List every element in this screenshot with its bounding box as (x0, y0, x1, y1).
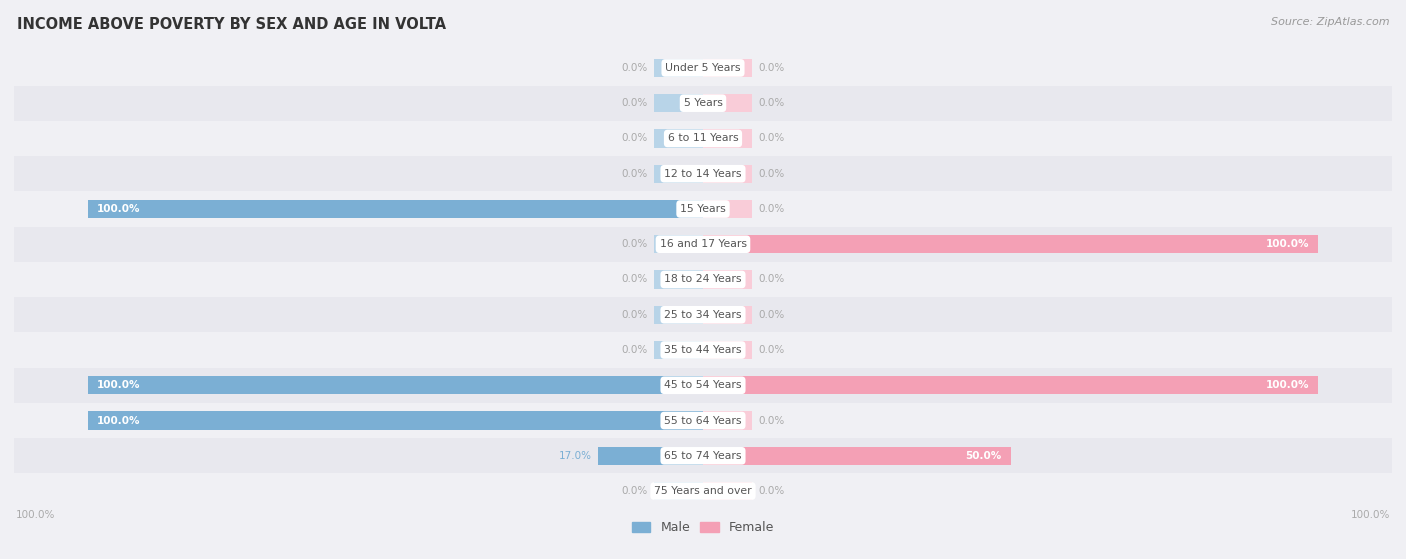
FancyBboxPatch shape (14, 297, 1392, 333)
Text: 50.0%: 50.0% (965, 451, 1001, 461)
Text: 100.0%: 100.0% (1265, 380, 1309, 390)
Bar (654, 94, 703, 112)
FancyBboxPatch shape (14, 86, 1392, 121)
Text: 5 Years: 5 Years (683, 98, 723, 108)
FancyBboxPatch shape (14, 262, 1392, 297)
Text: 100.0%: 100.0% (97, 204, 141, 214)
Text: 0.0%: 0.0% (621, 274, 648, 285)
Bar (87, 411, 703, 430)
Bar (87, 200, 703, 218)
Text: 0.0%: 0.0% (621, 63, 648, 73)
Text: 0.0%: 0.0% (758, 134, 785, 144)
Bar (599, 447, 703, 465)
FancyBboxPatch shape (14, 473, 1392, 509)
Text: 0.0%: 0.0% (758, 274, 785, 285)
Bar (703, 271, 752, 288)
Text: Under 5 Years: Under 5 Years (665, 63, 741, 73)
Bar (87, 376, 703, 395)
FancyBboxPatch shape (14, 368, 1392, 403)
Bar (703, 59, 752, 77)
Text: 0.0%: 0.0% (621, 169, 648, 179)
Text: 0.0%: 0.0% (621, 310, 648, 320)
Text: 17.0%: 17.0% (560, 451, 592, 461)
Bar (654, 271, 703, 288)
Text: 6 to 11 Years: 6 to 11 Years (668, 134, 738, 144)
Bar (703, 164, 752, 183)
FancyBboxPatch shape (14, 403, 1392, 438)
Legend: Male, Female: Male, Female (627, 516, 779, 539)
Text: 12 to 14 Years: 12 to 14 Years (664, 169, 742, 179)
Bar (703, 235, 1319, 253)
Text: 100.0%: 100.0% (15, 510, 55, 520)
Text: 0.0%: 0.0% (621, 486, 648, 496)
Text: 25 to 34 Years: 25 to 34 Years (664, 310, 742, 320)
Bar (654, 447, 703, 465)
Text: 55 to 64 Years: 55 to 64 Years (664, 415, 742, 425)
Bar (703, 447, 1011, 465)
Bar (703, 129, 752, 148)
Bar (654, 59, 703, 77)
Text: Source: ZipAtlas.com: Source: ZipAtlas.com (1271, 17, 1389, 27)
Bar (654, 200, 703, 218)
Text: 100.0%: 100.0% (1265, 239, 1309, 249)
Bar (703, 341, 752, 359)
FancyBboxPatch shape (14, 438, 1392, 473)
Text: 0.0%: 0.0% (758, 169, 785, 179)
Text: 65 to 74 Years: 65 to 74 Years (664, 451, 742, 461)
Bar (654, 341, 703, 359)
Bar (703, 376, 1319, 395)
Bar (703, 376, 752, 395)
Text: 0.0%: 0.0% (758, 415, 785, 425)
Bar (654, 129, 703, 148)
Text: 0.0%: 0.0% (758, 98, 785, 108)
Bar (703, 306, 752, 324)
Bar (654, 306, 703, 324)
Bar (703, 411, 752, 430)
Bar (654, 164, 703, 183)
Text: 35 to 44 Years: 35 to 44 Years (664, 345, 742, 355)
Text: 16 and 17 Years: 16 and 17 Years (659, 239, 747, 249)
Text: 15 Years: 15 Years (681, 204, 725, 214)
Bar (703, 482, 752, 500)
Text: 0.0%: 0.0% (758, 486, 785, 496)
Text: 0.0%: 0.0% (758, 310, 785, 320)
Bar (654, 376, 703, 395)
Bar (703, 94, 752, 112)
Text: 45 to 54 Years: 45 to 54 Years (664, 380, 742, 390)
Text: 0.0%: 0.0% (758, 63, 785, 73)
Text: 0.0%: 0.0% (621, 134, 648, 144)
Text: 0.0%: 0.0% (758, 204, 785, 214)
Text: 0.0%: 0.0% (621, 345, 648, 355)
Bar (703, 200, 752, 218)
Bar (654, 482, 703, 500)
Bar (654, 235, 703, 253)
FancyBboxPatch shape (14, 333, 1392, 368)
Bar (703, 235, 752, 253)
FancyBboxPatch shape (14, 226, 1392, 262)
FancyBboxPatch shape (14, 121, 1392, 156)
Text: 75 Years and over: 75 Years and over (654, 486, 752, 496)
Text: 100.0%: 100.0% (1351, 510, 1391, 520)
FancyBboxPatch shape (14, 50, 1392, 86)
Text: 0.0%: 0.0% (621, 239, 648, 249)
Text: 0.0%: 0.0% (758, 345, 785, 355)
Bar (703, 447, 752, 465)
Text: 100.0%: 100.0% (97, 415, 141, 425)
Text: 100.0%: 100.0% (97, 380, 141, 390)
FancyBboxPatch shape (14, 191, 1392, 226)
Text: INCOME ABOVE POVERTY BY SEX AND AGE IN VOLTA: INCOME ABOVE POVERTY BY SEX AND AGE IN V… (17, 17, 446, 32)
Bar (654, 411, 703, 430)
Text: 18 to 24 Years: 18 to 24 Years (664, 274, 742, 285)
Text: 0.0%: 0.0% (621, 98, 648, 108)
FancyBboxPatch shape (14, 156, 1392, 191)
